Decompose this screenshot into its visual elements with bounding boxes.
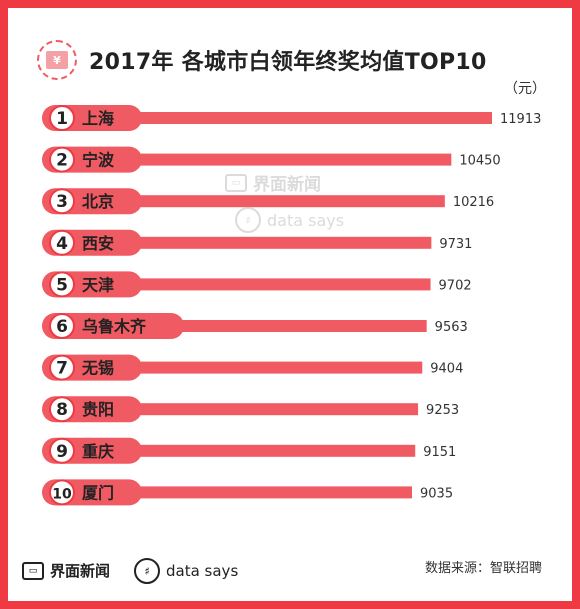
footer-data-says-text: data says	[166, 562, 239, 580]
data-says-icon: ♯	[134, 558, 160, 584]
category-label: 乌鲁木齐	[82, 317, 147, 336]
footer-brand: ▭ 界面新闻	[22, 560, 110, 581]
title-row: ¥ 2017年 各城市白领年终奖均值TOP10	[37, 38, 487, 82]
category-label: 西安	[82, 234, 114, 253]
rank-badge	[49, 229, 75, 256]
rank-label: 3	[56, 192, 68, 212]
rank-label: 4	[56, 234, 68, 254]
value-label: 11913	[500, 112, 541, 127]
brand-logo-icon: ▭	[22, 561, 44, 580]
value-label: 9702	[439, 278, 472, 293]
watermark-brand: 界面新闻	[253, 175, 321, 195]
footer-data-says: ♯ data says	[134, 558, 238, 584]
category-pill	[42, 313, 184, 339]
value-label: 9151	[423, 445, 456, 460]
rank-badge	[49, 354, 75, 381]
category-label: 宁波	[82, 151, 115, 170]
category-label: 上海	[82, 109, 114, 128]
bar	[110, 403, 419, 416]
rank-label: 10	[52, 486, 72, 502]
unit-label: （元）	[504, 81, 546, 97]
rank-badge	[49, 313, 75, 339]
bar	[110, 236, 432, 249]
footer-brand-text: 界面新闻	[50, 562, 111, 580]
category-label: 天津	[82, 275, 114, 294]
value-label: 9035	[420, 486, 453, 501]
bar	[110, 444, 416, 457]
data-source: 数据来源：智联招聘	[424, 561, 542, 576]
value-label: 9563	[435, 320, 468, 335]
rank-label: 5	[56, 275, 68, 295]
category-label: 无锡	[81, 359, 114, 378]
rank-badge	[49, 396, 75, 423]
value-label: 9404	[430, 362, 463, 377]
category-label: 北京	[82, 192, 114, 211]
rank-badge	[49, 146, 75, 173]
watermark: ▭ 界面新闻 ♯ data says	[225, 170, 344, 233]
value-label: 9253	[426, 403, 459, 418]
category-label: 重庆	[82, 442, 114, 461]
bar	[110, 195, 445, 208]
bar	[110, 486, 412, 499]
rank-badge	[49, 437, 75, 464]
rank-badge	[49, 479, 75, 506]
rank-label: 2	[56, 151, 68, 171]
red-envelope-yen-icon: ¥	[37, 40, 77, 80]
watermark-tag: data says	[267, 210, 345, 230]
bar	[110, 320, 427, 332]
category-label: 厦门	[82, 483, 114, 502]
value-label: 10216	[453, 195, 494, 210]
rank-badge	[49, 188, 75, 215]
category-label: 贵阳	[82, 400, 114, 419]
rank-label: 1	[56, 109, 68, 129]
value-label: 10450	[459, 154, 500, 169]
bar	[110, 278, 431, 291]
chart-title: 2017年 各城市白领年终奖均值TOP10	[89, 50, 487, 75]
bar	[110, 112, 492, 124]
watermark-data-says-icon: ♯	[235, 207, 261, 233]
rank-badge	[49, 105, 75, 131]
rank-label: 8	[56, 400, 68, 420]
watermark-logo-icon: ▭	[225, 173, 247, 192]
rank-label: 9	[56, 442, 68, 462]
bar	[110, 361, 423, 374]
rank-label: 7	[56, 359, 68, 379]
bar	[110, 153, 452, 166]
value-label: 9731	[439, 237, 472, 252]
rank-label: 6	[56, 317, 68, 337]
rank-badge	[49, 271, 75, 298]
